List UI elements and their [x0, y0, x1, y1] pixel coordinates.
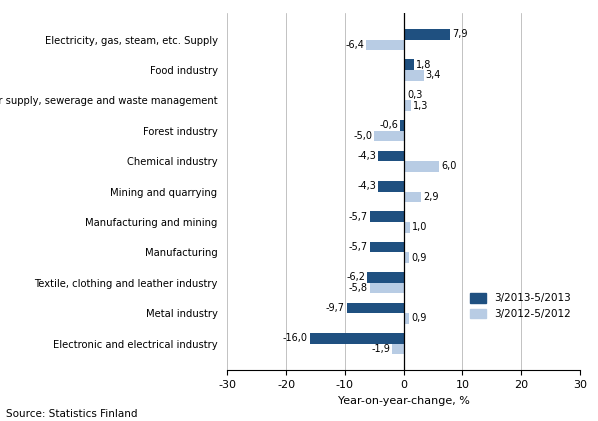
- Bar: [374, 131, 404, 141]
- Text: -6,2: -6,2: [346, 272, 365, 282]
- Bar: [404, 70, 423, 80]
- Bar: [347, 303, 404, 313]
- Text: -4,3: -4,3: [358, 181, 376, 191]
- Text: 6,0: 6,0: [441, 162, 456, 171]
- Bar: [404, 100, 411, 111]
- Text: -9,7: -9,7: [325, 303, 344, 313]
- Bar: [310, 333, 404, 344]
- Bar: [379, 151, 404, 161]
- Bar: [404, 313, 409, 324]
- Text: 1,3: 1,3: [413, 101, 429, 111]
- Bar: [370, 242, 404, 252]
- Bar: [366, 40, 404, 50]
- Text: -4,3: -4,3: [358, 151, 376, 161]
- Bar: [370, 211, 404, 222]
- Bar: [400, 120, 404, 131]
- Bar: [404, 29, 450, 40]
- Bar: [404, 222, 410, 232]
- Text: 0,9: 0,9: [411, 314, 426, 323]
- Text: Source: Statistics Finland: Source: Statistics Finland: [6, 409, 138, 419]
- Bar: [404, 59, 414, 70]
- Text: -0,6: -0,6: [379, 120, 398, 131]
- Bar: [404, 161, 439, 172]
- Text: -5,7: -5,7: [349, 242, 368, 252]
- Text: -5,8: -5,8: [349, 283, 368, 293]
- Legend: 3/2013-5/2013, 3/2012-5/2012: 3/2013-5/2013, 3/2012-5/2012: [466, 289, 575, 323]
- Bar: [404, 90, 405, 100]
- Text: 0,3: 0,3: [407, 90, 423, 100]
- Bar: [392, 344, 404, 354]
- Bar: [379, 181, 404, 192]
- Text: -5,7: -5,7: [349, 212, 368, 221]
- Text: 3,4: 3,4: [426, 70, 441, 80]
- Text: 1,8: 1,8: [416, 60, 432, 69]
- Bar: [404, 192, 421, 202]
- Text: 7,9: 7,9: [452, 29, 468, 39]
- Bar: [367, 272, 404, 283]
- Bar: [370, 283, 404, 293]
- Text: -5,0: -5,0: [353, 131, 372, 141]
- Text: 1,0: 1,0: [411, 222, 427, 232]
- Bar: [404, 252, 409, 263]
- Text: -1,9: -1,9: [371, 344, 390, 354]
- Text: -6,4: -6,4: [345, 40, 364, 50]
- Text: 2,9: 2,9: [423, 192, 438, 202]
- Text: -16,0: -16,0: [282, 333, 307, 343]
- X-axis label: Year-on-year-change, %: Year-on-year-change, %: [338, 396, 469, 406]
- Text: 0,9: 0,9: [411, 253, 426, 263]
